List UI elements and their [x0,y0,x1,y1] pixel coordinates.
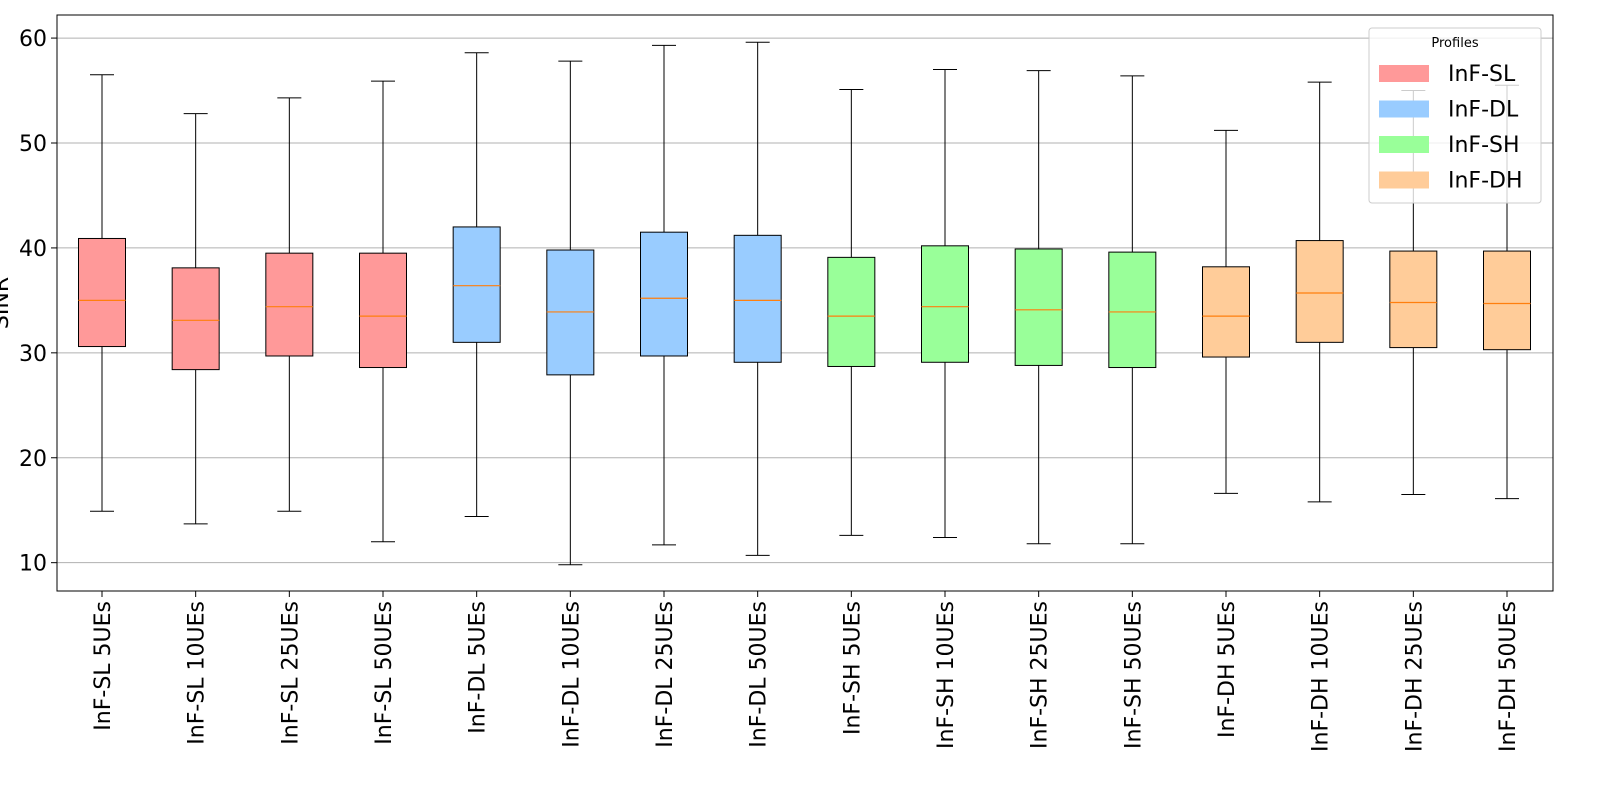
box [827,256,876,367]
box [265,252,314,357]
legend-title: Profiles [1431,36,1478,51]
y-tick-label: 60 [19,27,47,52]
x-tick-label: InF-SL 25UEs [278,601,303,745]
box [1295,240,1344,343]
box [1202,266,1250,358]
box [1483,250,1531,351]
box [78,237,126,348]
y-tick-label: 20 [19,447,47,472]
legend-label: InF-SH [1448,133,1520,158]
x-tick-label: InF-SH 10UEs [934,601,959,749]
box [640,231,688,357]
legend-label: InF-DL [1448,98,1519,123]
x-tick-label: InF-SL 10UEs [185,601,210,745]
x-tick-label: InF-SH 25UEs [1028,601,1053,749]
x-tick-label: InF-SL 50UEs [372,601,397,745]
x-tick-label: InF-SH 50UEs [1121,601,1146,749]
x-tick-label: InF-DL 10UEs [559,601,584,748]
x-tick-label: InF-DH 25UEs [1402,601,1427,752]
legend-label: InF-SL [1448,62,1516,87]
x-tick-label: InF-SH 5UEs [840,601,865,735]
x-tick-label: InF-DL 25UEs [653,601,678,748]
legend-swatch [1379,136,1429,153]
plot-frame [56,14,1554,592]
legend-swatch [1379,171,1429,189]
x-tick-label: InF-DL 5UEs [466,601,491,734]
x-tick-label: InF-DH 5UEs [1215,601,1240,738]
x-tick-label: InF-DH 50UEs [1496,601,1521,752]
box [359,252,407,369]
box [733,234,782,363]
y-tick-label: 10 [19,552,47,577]
box [1108,251,1157,369]
box [452,226,501,343]
y-tick-label: 40 [19,237,47,262]
box [171,267,220,371]
x-tick-label: InF-DH 10UEs [1309,601,1334,752]
legend-swatch [1379,100,1429,118]
legend: Profiles InF-SL InF-DL InF-SH InF-DH [1368,27,1542,204]
y-axis-label: SINR [0,277,14,329]
legend-label: InF-DH [1448,169,1523,194]
box [1014,248,1063,366]
box [1389,250,1438,349]
y-tick-label: 30 [19,342,47,367]
y-tick-label: 50 [19,132,47,157]
legend-swatch [1379,65,1429,82]
x-tick-label: InF-SL 5UEs [91,601,116,731]
x-tick-label: InF-DL 50UEs [747,601,772,748]
box [921,245,969,363]
